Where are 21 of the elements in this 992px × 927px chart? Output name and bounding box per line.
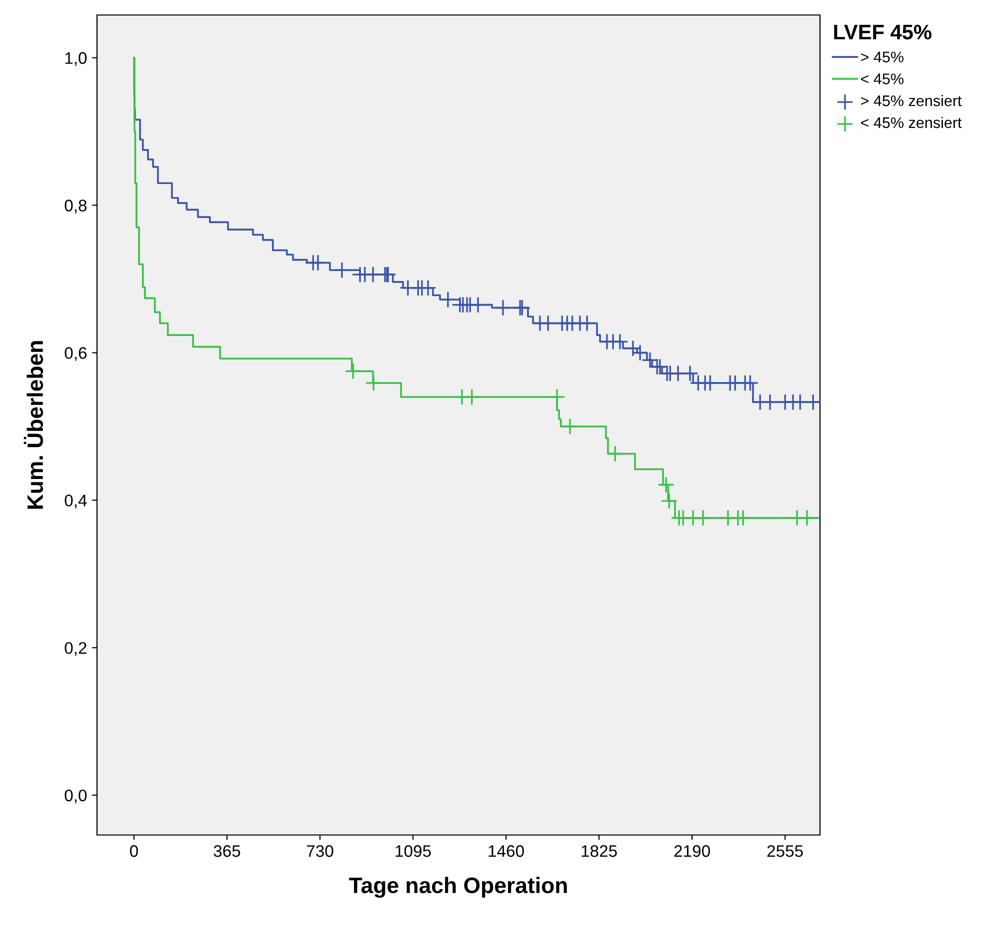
legend-label: > 45% [861,52,904,62]
y-tick-label: 0,2 [64,642,86,656]
x-tick-label: 2190 [674,845,710,857]
x-tick-label: 2555 [767,845,803,857]
y-tick-label: 0,6 [64,347,87,361]
y-tick-label: 0,0 [64,790,87,804]
y-axis-title: Kum. Überleben [24,341,44,509]
y-tick-label: 0,4 [64,494,87,508]
x-tick-label: 1825 [582,845,617,857]
legend-title: LVEF 45% [834,24,932,40]
legend-label: < 45% zensiert [861,116,962,128]
x-tick-label: 1095 [396,845,431,857]
x-tick-label: 730 [306,845,334,857]
legend-label: < 45% [861,74,904,84]
y-tick-label: 0,8 [64,200,87,214]
y-tick-label: 1,0 [65,52,87,66]
x-axis-title: Tage nach Operation [349,876,567,898]
legend-label: > 45% zensiert [861,94,962,106]
x-tick-label: 1460 [488,845,524,857]
x-tick-label: 365 [214,845,240,857]
x-tick-label: 0 [130,845,138,857]
